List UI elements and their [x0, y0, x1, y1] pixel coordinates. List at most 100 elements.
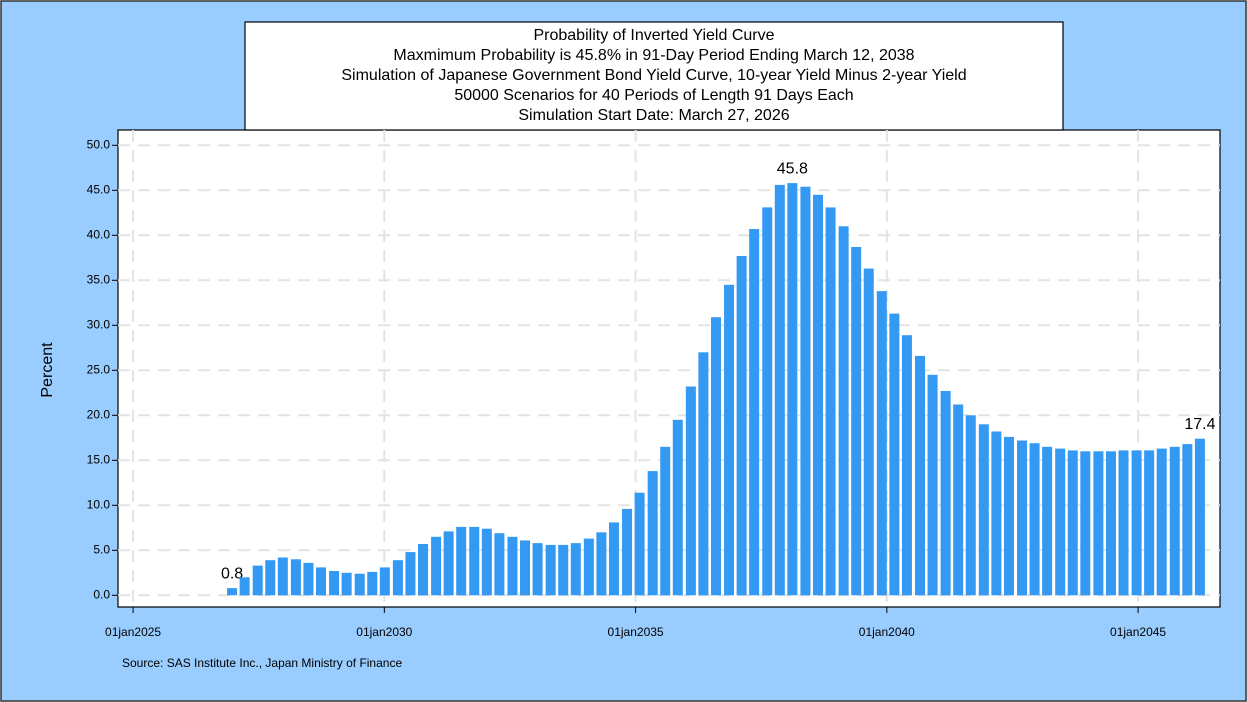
- x-tick-label: 01jan2045: [1110, 625, 1166, 639]
- bar: [494, 533, 505, 596]
- bar: [367, 571, 378, 596]
- bar: [252, 565, 263, 596]
- bar: [1029, 443, 1040, 596]
- bar: [1080, 451, 1091, 596]
- bar: [431, 536, 442, 596]
- bar: [876, 291, 887, 596]
- bar: [991, 431, 1002, 596]
- y-axis-label: Percent: [39, 342, 56, 398]
- bar: [1105, 451, 1116, 596]
- bar: [608, 522, 619, 596]
- bar: [1131, 450, 1142, 596]
- x-tick-label: 01jan2035: [608, 625, 664, 639]
- bar: [596, 532, 607, 596]
- bar: [290, 559, 301, 596]
- bar: [1017, 440, 1028, 596]
- chart-title: Simulation Start Date: March 27, 2026: [518, 107, 789, 124]
- bar: [863, 268, 874, 596]
- bar: [456, 526, 467, 596]
- bar: [520, 540, 531, 596]
- bar: [1169, 446, 1180, 596]
- bar: [724, 284, 735, 596]
- bar: [481, 528, 492, 596]
- bar: [392, 560, 403, 596]
- bar: [787, 183, 798, 596]
- bar: [774, 184, 785, 596]
- data-label: 0.8: [221, 565, 243, 582]
- bar: [265, 560, 276, 596]
- y-tick-label: 50.0: [87, 137, 111, 151]
- bar: [965, 415, 976, 596]
- bar: [227, 588, 238, 596]
- bar: [379, 567, 390, 596]
- y-tick-label: 35.0: [87, 272, 111, 286]
- bar: [825, 207, 836, 596]
- bar: [622, 508, 633, 596]
- bar: [239, 577, 250, 596]
- bar: [418, 544, 429, 596]
- bar: [851, 247, 862, 596]
- bar: [736, 256, 747, 596]
- bar: [558, 544, 569, 596]
- bar: [469, 526, 480, 596]
- chart-title: Probability of Inverted Yield Curve: [533, 27, 774, 44]
- bar: [647, 471, 658, 596]
- chart-title: Maxmimum Probability is 45.8% in 91-Day …: [393, 47, 914, 64]
- title-box: [244, 21, 1064, 131]
- bar: [1194, 438, 1205, 596]
- bar: [354, 573, 365, 596]
- bar: [1055, 448, 1066, 596]
- bar: [710, 317, 721, 596]
- bar: [443, 531, 454, 596]
- chart-title: 50000 Scenarios for 40 Periods of Length…: [454, 87, 853, 104]
- bar: [762, 207, 773, 596]
- bar: [1003, 436, 1014, 596]
- data-label: 17.4: [1184, 416, 1215, 433]
- y-tick-label: 40.0: [87, 227, 111, 241]
- bar: [672, 419, 683, 596]
- bar: [277, 557, 288, 596]
- bar: [685, 386, 696, 596]
- bar: [812, 194, 823, 596]
- bar: [507, 536, 518, 596]
- bar: [1093, 451, 1104, 596]
- source-note: Source: SAS Institute Inc., Japan Minist…: [122, 656, 402, 670]
- bar: [1118, 450, 1129, 596]
- bar: [901, 335, 912, 596]
- bar: [341, 572, 352, 596]
- y-tick-label: 15.0: [87, 452, 111, 466]
- y-tick-label: 10.0: [87, 497, 111, 511]
- bar: [1067, 450, 1078, 596]
- bar: [570, 543, 581, 596]
- x-tick-label: 01jan2025: [105, 625, 161, 639]
- title-group: Probability of Inverted Yield Curve Maxmi…: [341, 27, 966, 124]
- bar: [927, 374, 938, 596]
- bar: [329, 571, 340, 596]
- bar: [660, 446, 671, 596]
- chart-title: Simulation of Japanese Government Bond Y…: [341, 67, 966, 84]
- bar: [838, 226, 849, 596]
- bar: [749, 229, 760, 596]
- bar: [978, 424, 989, 596]
- y-tick-label: 30.0: [87, 317, 111, 331]
- bar: [1144, 450, 1155, 596]
- bar: [303, 562, 314, 596]
- y-tick-label: 20.0: [87, 407, 111, 421]
- x-tick-label: 01jan2040: [859, 625, 915, 639]
- bar: [889, 313, 900, 596]
- bar: [1182, 444, 1193, 596]
- data-label: 45.8: [777, 160, 808, 177]
- bar: [953, 404, 964, 596]
- bar: [405, 552, 416, 596]
- bar: [583, 538, 594, 596]
- y-tick-label: 5.0: [93, 542, 110, 556]
- bar: [1156, 448, 1167, 596]
- bar: [1042, 446, 1053, 596]
- bar: [545, 544, 556, 596]
- x-tick-label: 01jan2030: [356, 625, 412, 639]
- y-tick-label: 45.0: [87, 182, 111, 196]
- bar: [915, 355, 926, 596]
- bar: [698, 352, 709, 596]
- bar: [634, 492, 645, 596]
